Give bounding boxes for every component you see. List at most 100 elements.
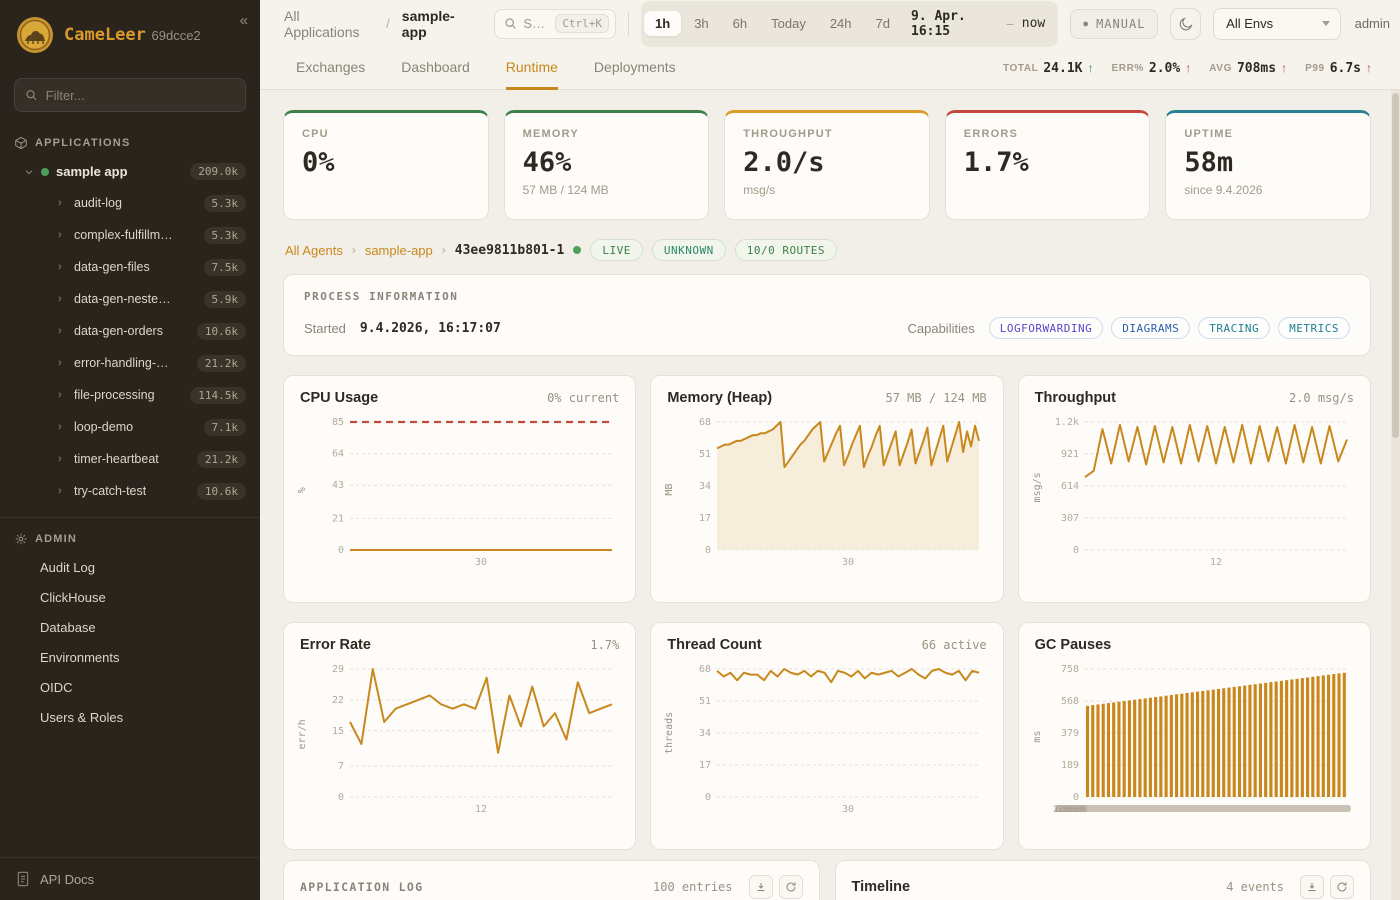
sidebar-item-database[interactable]: Database xyxy=(40,619,96,635)
app-status-dot xyxy=(41,167,49,176)
sidebar-item-environments[interactable]: Environments xyxy=(40,649,120,665)
breadcrumb-all-applications[interactable]: All Applications xyxy=(284,7,360,40)
route-label: audit-log xyxy=(74,196,122,210)
api-docs-link[interactable]: API Docs xyxy=(0,857,260,900)
search-icon xyxy=(505,18,517,29)
svg-text:7: 7 xyxy=(338,761,344,772)
refresh-button[interactable] xyxy=(778,875,803,899)
sidebar-item-clickhouse[interactable]: ClickHouse xyxy=(40,589,106,605)
metric-label: THROUGHPUT xyxy=(743,128,833,140)
global-search[interactable]: Ctrl+K xyxy=(494,8,617,39)
tab-dashboard[interactable]: Dashboard xyxy=(401,59,470,75)
svg-text:30: 30 xyxy=(475,557,487,568)
brand-name: CameLeer xyxy=(64,25,146,45)
manual-refresh-button[interactable]: ● MANUAL xyxy=(1070,8,1159,39)
agent-crumb-all-agents[interactable]: All Agents xyxy=(285,242,343,258)
sidebar-route-file-processing[interactable]: › file-processing 114.5k xyxy=(0,379,260,411)
tab-runtime[interactable]: Runtime xyxy=(505,47,558,90)
sidebar-route-data-gen-neste[interactable]: › data-gen-neste… 5.9k xyxy=(0,283,260,315)
sidebar-header: CameLeer 69dcce2 « xyxy=(0,0,260,68)
y-axis-label: threads xyxy=(664,711,676,755)
sidebar-route-try-catch-test[interactable]: › try-catch-test 10.6k xyxy=(0,475,260,507)
y-axis-label: err/h xyxy=(297,719,308,750)
time-range-24h[interactable]: 24h xyxy=(829,16,852,31)
cameleer-logo-icon xyxy=(17,17,53,53)
sidebar-route-audit-log[interactable]: › audit-log 5.3k xyxy=(0,187,260,219)
bottom-panels-row: APPLICATION LOG 100 entries xyxy=(283,860,1371,900)
dark-mode-toggle[interactable] xyxy=(1170,7,1202,40)
time-range-today[interactable]: Today xyxy=(771,16,806,31)
sidebar-item-sample-app[interactable]: sample app 209.0k xyxy=(0,156,260,187)
time-range-1h[interactable]: 1h xyxy=(644,11,682,36)
sidebar-item-oidc[interactable]: OIDC xyxy=(40,679,73,695)
svg-text:379: 379 xyxy=(1061,728,1079,739)
chevron-right-icon: › xyxy=(58,197,62,209)
main-scrollbar-track[interactable] xyxy=(1391,90,1400,900)
route-count-badge: 5.3k xyxy=(203,194,246,212)
main-scrollbar-thumb[interactable] xyxy=(1392,93,1399,438)
chart-meta-value: 2.0 msg/s xyxy=(1288,391,1354,405)
sidebar-collapse-icon[interactable]: « xyxy=(239,12,248,29)
tab-deployments[interactable]: Deployments xyxy=(593,59,676,75)
time-range-3h[interactable]: 3h xyxy=(694,16,709,31)
route-count-badge: 21.2k xyxy=(196,354,246,372)
timeline-panel: Timeline 4 events xyxy=(834,860,1371,900)
time-range-7d[interactable]: 7d xyxy=(875,16,890,31)
sidebar-item-users-roles[interactable]: Users & Roles xyxy=(40,709,124,725)
cube-icon xyxy=(15,136,27,150)
process-info-title: PROCESS INFORMATION xyxy=(304,290,459,303)
time-range-6h[interactable]: 6h xyxy=(732,16,748,31)
svg-text:15: 15 xyxy=(332,726,344,737)
metric-card-throughput: THROUGHPUT 2.0/s msg/s xyxy=(724,110,930,220)
sidebar-route-error-handling[interactable]: › error-handling-… 21.2k xyxy=(0,347,260,379)
sidebar-route-complex-fulfillm[interactable]: › complex-fulfillm… 5.3k xyxy=(0,219,260,251)
sidebar-route-loop-demo[interactable]: › loop-demo 7.1k xyxy=(0,411,260,443)
sidebar-item-audit-log[interactable]: Audit Log xyxy=(40,559,95,575)
download-button[interactable] xyxy=(1300,875,1324,899)
capability-diagrams: DIAGRAMS xyxy=(1111,317,1191,339)
metric-card-cpu: CPU 0% xyxy=(283,110,489,220)
sidebar-route-data-gen-files[interactable]: › data-gen-files 7.5k xyxy=(0,251,260,283)
chart-card-thread-count: Thread Count 66 active threads 68 51 34 17 0… xyxy=(650,622,1004,850)
svg-text:43: 43 xyxy=(332,480,344,491)
gc-pauses-chart: 758 568 379 189 0 2028888888888 xyxy=(1053,664,1351,815)
api-docs-label: API Docs xyxy=(40,871,95,887)
refresh-button[interactable] xyxy=(1330,875,1354,899)
search-input[interactable] xyxy=(523,16,550,31)
route-count-badge: 7.1k xyxy=(203,418,246,436)
svg-text:307: 307 xyxy=(1061,513,1079,524)
svg-text:12: 12 xyxy=(1210,557,1222,568)
sidebar-route-data-gen-orders[interactable]: › data-gen-orders 10.6k xyxy=(0,315,260,347)
capability-tracing: TRACING xyxy=(1198,317,1271,339)
refresh-icon xyxy=(1337,882,1347,892)
app-count-badge: 209.0k xyxy=(190,163,246,180)
chevron-right-icon: › xyxy=(58,485,62,497)
error-rate-chart: 29 22 15 7 0 12 xyxy=(332,664,613,815)
route-label: complex-fulfillm… xyxy=(74,228,173,242)
manual-label: MANUAL xyxy=(1096,16,1146,31)
filter-input[interactable] xyxy=(45,87,235,103)
metric-value: 2.0/s xyxy=(743,147,825,178)
download-button[interactable] xyxy=(748,875,773,899)
time-to-value[interactable]: now xyxy=(1021,16,1046,31)
environment-select[interactable]: All Envs xyxy=(1213,7,1341,40)
metric-label: CPU xyxy=(302,128,329,140)
stat-label: ERR% xyxy=(1111,62,1144,74)
tabs-row: Exchanges Dashboard Runtime Deployments … xyxy=(260,47,1400,90)
time-range-dash: – xyxy=(1006,16,1014,31)
started-label: Started xyxy=(304,320,346,336)
svg-text:568: 568 xyxy=(1061,696,1079,707)
sidebar-route-timer-heartbeat[interactable]: › timer-heartbeat 21.2k xyxy=(0,443,260,475)
chart-card-memory-heap: Memory (Heap) 57 MB / 124 MB MB 68 51 34 17… xyxy=(650,375,1004,603)
sidebar-filter[interactable] xyxy=(14,78,246,112)
svg-text:0: 0 xyxy=(705,545,711,556)
stat-value: 24.1K xyxy=(1043,60,1083,76)
svg-text:34: 34 xyxy=(699,728,711,739)
chart-meta-value: 1.7% xyxy=(590,638,620,652)
time-from-value[interactable]: 9. Apr. 16:15 xyxy=(911,8,966,39)
svg-text:29: 29 xyxy=(332,664,344,675)
sidebar: CameLeer 69dcce2 « APPLICATIONS sample a… xyxy=(0,0,260,900)
chart-title: CPU Usage xyxy=(300,390,379,406)
agent-crumb-sample-app[interactable]: sample-app xyxy=(364,242,433,258)
tab-exchanges[interactable]: Exchanges xyxy=(296,59,366,75)
